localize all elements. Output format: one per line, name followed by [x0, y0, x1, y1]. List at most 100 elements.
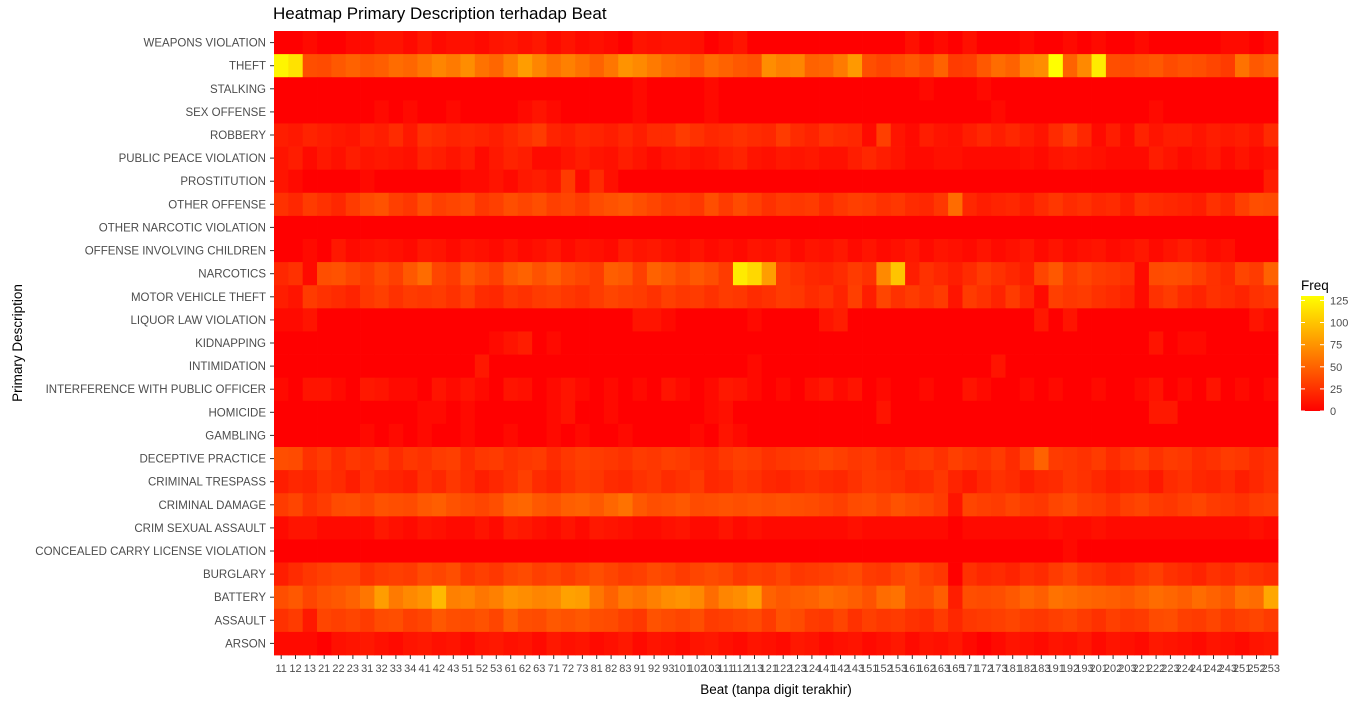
- heatmap-cell: [446, 239, 461, 263]
- legend-tick-label: 0: [1330, 406, 1336, 418]
- heatmap-cell: [976, 31, 992, 55]
- heatmap-cell: [991, 585, 1006, 610]
- heatmap-cell: [1249, 539, 1265, 563]
- heatmap-cell: [905, 146, 920, 171]
- heatmap-cell: [1091, 631, 1107, 656]
- heatmap-cell: [374, 100, 390, 124]
- heatmap-cell: [1263, 308, 1279, 332]
- heatmap-cell: [503, 447, 519, 471]
- heatmap-cell: [847, 608, 863, 633]
- heatmap-cell: [388, 608, 404, 633]
- heatmap-cell: [532, 354, 547, 379]
- legend-tick-label: 50: [1330, 362, 1342, 374]
- heatmap-cell: [618, 262, 633, 286]
- heatmap-cell: [991, 215, 1006, 240]
- heatmap-cell: [704, 562, 720, 587]
- heatmap-cell: [532, 123, 547, 147]
- heatmap-cell: [317, 447, 332, 471]
- heatmap-cell: [689, 262, 705, 286]
- x-tick-label: 183: [1032, 663, 1050, 675]
- heatmap-cell: [1163, 123, 1178, 147]
- heatmap-cell: [646, 493, 662, 517]
- heatmap-cell: [1134, 377, 1150, 402]
- heatmap-cell: [991, 631, 1006, 656]
- chart-title: Heatmap Primary Description terhadap Bea…: [273, 4, 607, 23]
- heatmap-cell: [933, 631, 949, 656]
- heatmap-cell: [1249, 262, 1265, 286]
- heatmap-cell: [1048, 539, 1064, 563]
- heatmap-cell: [1120, 331, 1135, 355]
- heatmap-cell: [1077, 423, 1092, 448]
- heatmap-cell: [489, 423, 504, 448]
- heatmap-cell: [345, 423, 361, 448]
- heatmap-cell: [1220, 516, 1236, 540]
- heatmap-cell: [388, 331, 404, 355]
- heatmap-cell: [1263, 192, 1279, 217]
- heatmap-cell: [560, 516, 576, 540]
- heatmap-cell: [646, 377, 662, 402]
- heatmap-cell: [1148, 54, 1164, 78]
- heatmap-cell: [560, 631, 576, 656]
- heatmap-cell: [761, 331, 777, 355]
- heatmap-cell: [575, 285, 590, 309]
- heatmap-cell: [689, 585, 705, 610]
- heatmap-cell: [474, 192, 490, 217]
- heatmap-cell: [1206, 285, 1222, 309]
- heatmap-cell: [1148, 100, 1164, 124]
- heatmap-cell: [1234, 54, 1250, 78]
- heatmap-cell: [474, 493, 490, 517]
- heatmap-cell: [905, 585, 920, 610]
- heatmap-cell: [1177, 562, 1193, 587]
- heatmap-cell: [317, 539, 332, 563]
- x-tick-label: 181: [1004, 663, 1022, 675]
- heatmap-cell: [560, 423, 576, 448]
- heatmap-cell: [603, 54, 619, 78]
- heatmap-cell: [1206, 447, 1222, 471]
- heatmap-cell: [317, 239, 332, 263]
- heatmap-cell: [905, 54, 920, 78]
- heatmap-cell: [761, 308, 777, 332]
- heatmap-cell: [1034, 54, 1049, 78]
- heatmap-cell: [732, 239, 748, 263]
- heatmap-cell: [1034, 215, 1049, 240]
- heatmap-cell: [661, 146, 676, 171]
- heatmap-cell: [618, 423, 633, 448]
- heatmap-cell: [1048, 308, 1064, 332]
- heatmap-cell: [460, 493, 476, 517]
- heatmap-cell: [1263, 331, 1279, 355]
- heatmap-cell: [1062, 562, 1078, 587]
- heatmap-cell: [689, 447, 705, 471]
- heatmap-cell: [1062, 192, 1078, 217]
- heatmap-cell: [689, 77, 705, 101]
- heatmap-cell: [1120, 354, 1135, 379]
- heatmap-cell: [1120, 377, 1135, 402]
- heatmap-cell: [819, 215, 834, 240]
- heatmap-cell: [302, 192, 318, 217]
- heatmap-cell: [431, 539, 447, 563]
- heatmap-cell: [374, 354, 390, 379]
- heatmap-cell: [503, 239, 519, 263]
- heatmap-cell: [1163, 608, 1178, 633]
- heatmap-cell: [575, 493, 590, 517]
- heatmap-cell: [948, 100, 963, 124]
- heatmap-cell: [317, 192, 332, 217]
- heatmap-cell: [661, 169, 676, 194]
- heatmap-cell: [532, 215, 547, 240]
- heatmap-cell: [331, 493, 347, 517]
- heatmap-cell: [274, 262, 289, 286]
- heatmap-cell: [718, 239, 734, 263]
- heatmap-cell: [1077, 631, 1092, 656]
- heatmap-cell: [948, 215, 963, 240]
- heatmap-cell: [790, 146, 806, 171]
- heatmap-cell: [274, 146, 289, 171]
- heatmap-cell: [1077, 31, 1092, 55]
- heatmap-cell: [790, 423, 806, 448]
- heatmap-cell: [890, 423, 906, 448]
- heatmap-cell: [489, 77, 504, 101]
- heatmap-cell: [1005, 100, 1021, 124]
- heatmap-cell: [1019, 146, 1035, 171]
- heatmap-cell: [776, 285, 791, 309]
- heatmap-cell: [675, 192, 691, 217]
- heatmap-cell: [1163, 377, 1178, 402]
